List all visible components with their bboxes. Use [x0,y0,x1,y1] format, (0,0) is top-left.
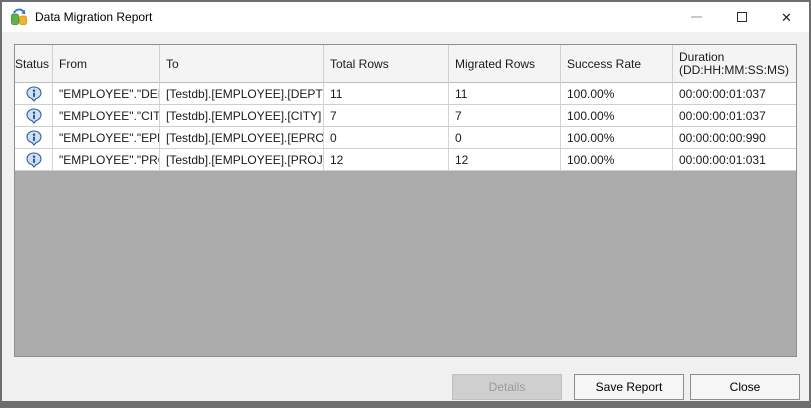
success-rate-cell: 100.00% [561,83,673,105]
column-header-to[interactable]: To [160,45,324,83]
maximize-icon [736,12,747,22]
duration-cell: 00:00:00:01:037 [673,105,796,127]
total-rows-cell: 7 [324,105,449,127]
to-cell: [Testdb].[EMPLOYEE].[CITY] [160,105,324,127]
minimize-icon [691,16,702,18]
success-rate-cell: 100.00% [561,105,673,127]
info-balloon-icon [25,151,42,168]
from-cell: "EMPLOYEE"."EPROJ" [53,127,160,149]
migrated-rows-cell: 11 [449,83,561,105]
window-title: Data Migration Report [35,10,153,24]
table-row[interactable]: "EMPLOYEE"."CITY" [Testdb].[EMPLOYEE].[C… [15,105,796,127]
success-rate-cell: 100.00% [561,149,673,171]
info-balloon-icon [25,107,42,124]
column-header-duration[interactable]: Duration (DD:HH:MM:SS:MS) [673,45,796,83]
close-window-button[interactable]: ✕ [764,2,809,32]
maximize-button[interactable] [719,2,764,32]
from-cell: "EMPLOYEE"."DEPT" [53,83,160,105]
table-row[interactable]: "EMPLOYEE"."EPROJ" [Testdb].[EMPLOYEE].[… [15,127,796,149]
total-rows-cell: 12 [324,149,449,171]
success-rate-cell: 100.00% [561,127,673,149]
migrated-rows-cell: 12 [449,149,561,171]
total-rows-cell: 11 [324,83,449,105]
info-balloon-icon [25,129,42,146]
status-cell [15,105,53,127]
duration-cell: 00:00:00:01:037 [673,83,796,105]
duration-cell: 00:00:00:00:990 [673,127,796,149]
to-cell: [Testdb].[EMPLOYEE].[PROJ] [160,149,324,171]
minimize-button [674,2,719,32]
column-header-status[interactable]: Status [15,45,53,83]
migration-report-grid: Status From To Total Rows Migrated Rows … [14,44,797,357]
titlebar: Data Migration Report ✕ [2,2,809,32]
duration-header-line2: (DD:HH:MM:SS:MS) [679,62,789,77]
details-button: Details [452,374,562,400]
app-migration-icon [11,8,27,25]
save-report-button[interactable]: Save Report [574,374,684,400]
duration-cell: 00:00:00:01:031 [673,149,796,171]
table-row[interactable]: "EMPLOYEE"."DEPT" [Testdb].[EMPLOYEE].[D… [15,83,796,105]
migrated-rows-cell: 7 [449,105,561,127]
window-controls: ✕ [674,2,809,32]
duration-header-line1: Duration [679,49,725,64]
info-balloon-icon [25,85,42,102]
column-header-total-rows[interactable]: Total Rows [324,45,449,83]
close-button[interactable]: Close [690,374,800,400]
status-cell [15,83,53,105]
from-cell: "EMPLOYEE"."PROJ" [53,149,160,171]
to-cell: [Testdb].[EMPLOYEE].[EPROJ] [160,127,324,149]
column-header-from[interactable]: From [53,45,160,83]
close-icon: ✕ [781,9,792,25]
status-cell [15,127,53,149]
column-header-migrated-rows[interactable]: Migrated Rows [449,45,561,83]
to-cell: [Testdb].[EMPLOYEE].[DEPT] [160,83,324,105]
migrated-rows-cell: 0 [449,127,561,149]
column-header-success-rate[interactable]: Success Rate [561,45,673,83]
total-rows-cell: 0 [324,127,449,149]
from-cell: "EMPLOYEE"."CITY" [53,105,160,127]
grid-header-row: Status From To Total Rows Migrated Rows … [15,45,796,83]
status-cell [15,149,53,171]
table-row[interactable]: "EMPLOYEE"."PROJ" [Testdb].[EMPLOYEE].[P… [15,149,796,171]
